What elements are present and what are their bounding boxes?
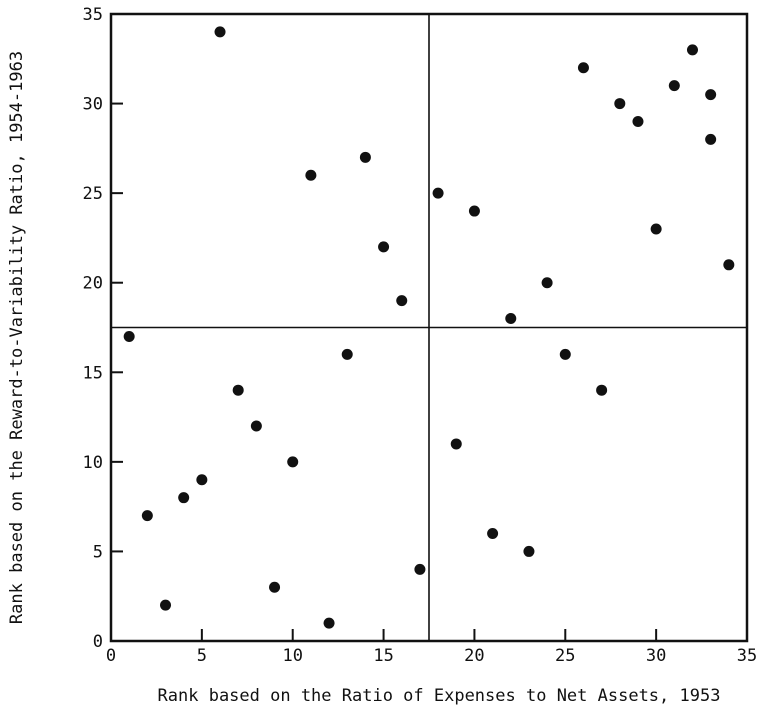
data-point	[160, 599, 172, 611]
data-point	[359, 151, 371, 163]
data-point	[468, 205, 480, 217]
x-tick-label: 25	[555, 646, 575, 666]
data-point	[559, 348, 571, 360]
y-tick-label: 25	[83, 184, 103, 204]
data-point	[414, 563, 426, 575]
x-tick-label: 35	[737, 646, 757, 666]
data-point	[541, 277, 553, 289]
data-point	[577, 62, 589, 74]
data-point	[323, 617, 335, 629]
data-point	[614, 98, 626, 110]
data-point	[686, 44, 698, 56]
data-point	[341, 348, 353, 360]
data-point	[432, 187, 444, 199]
y-tick-label: 0	[93, 632, 103, 652]
y-tick-label: 35	[83, 5, 103, 25]
data-point	[250, 420, 262, 432]
data-point	[632, 115, 644, 127]
data-point	[723, 259, 735, 271]
x-axis-ticks: 0 5 10 15 20 25 30 35	[106, 629, 757, 666]
data-point	[505, 313, 517, 325]
data-point	[523, 545, 535, 557]
y-axis-title: Rank based on the Reward-to-Variability …	[7, 51, 27, 624]
data-point	[305, 169, 317, 181]
data-point	[123, 330, 135, 342]
data-point	[287, 456, 299, 468]
data-point	[705, 89, 717, 101]
quadrant-lines	[111, 14, 747, 641]
data-point	[450, 438, 462, 450]
plot-frame	[109, 12, 749, 643]
data-point	[705, 133, 717, 145]
x-tick-label: 15	[373, 646, 393, 666]
data-point	[396, 295, 408, 307]
data-point	[487, 528, 499, 540]
x-tick-label: 5	[197, 646, 207, 666]
data-point	[178, 492, 190, 504]
y-axis-ticks: 0 5 10 15 20 25 30 35	[83, 5, 123, 652]
data-point	[378, 241, 390, 253]
x-tick-label: 0	[106, 646, 116, 666]
data-point	[596, 384, 608, 396]
y-tick-label: 10	[83, 453, 103, 473]
y-tick-label: 5	[93, 542, 103, 562]
data-point	[668, 80, 680, 92]
data-point	[269, 581, 281, 593]
x-tick-label: 10	[282, 646, 302, 666]
y-tick-label: 20	[83, 274, 103, 294]
data-point	[650, 223, 662, 235]
data-point	[232, 384, 244, 396]
x-axis-title: Rank based on the Ratio of Expenses to N…	[158, 686, 721, 706]
y-tick-label: 30	[83, 95, 103, 115]
data-points	[123, 26, 735, 629]
data-point	[196, 474, 208, 486]
x-tick-label: 20	[464, 646, 484, 666]
data-point	[214, 26, 226, 38]
data-point	[141, 510, 153, 522]
x-tick-label: 30	[646, 646, 666, 666]
y-tick-label: 15	[83, 363, 103, 383]
